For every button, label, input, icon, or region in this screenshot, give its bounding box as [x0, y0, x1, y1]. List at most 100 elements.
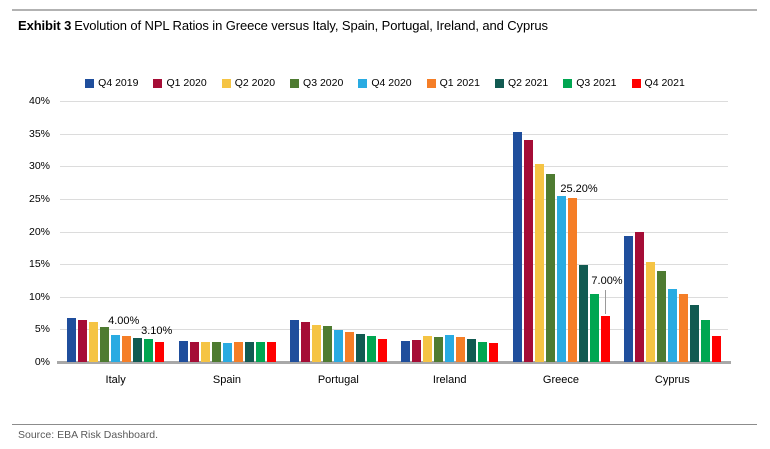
- bar: [656, 270, 666, 362]
- y-axis-tick: 30%: [28, 160, 50, 173]
- legend-item: Q2 2021: [494, 77, 549, 89]
- legend-swatch: [563, 78, 573, 88]
- x-axis-label: Ireland: [432, 374, 467, 386]
- gridline: [60, 101, 728, 102]
- y-axis-tick: 5%: [34, 323, 50, 336]
- y-axis-tick: 25%: [28, 192, 50, 205]
- bar: [401, 340, 411, 362]
- gridline: [60, 231, 728, 233]
- bar: [377, 338, 387, 362]
- bar: [133, 337, 143, 362]
- legend-swatch: [358, 78, 368, 88]
- legend-label: Q4 2020: [371, 77, 412, 89]
- bar: [700, 319, 710, 362]
- legend-swatch: [631, 78, 641, 88]
- leader-line: [605, 290, 606, 315]
- bar: [578, 265, 588, 362]
- legend-swatch: [494, 78, 504, 88]
- legend-item: Q3 2020: [290, 77, 343, 89]
- bar: [689, 305, 699, 362]
- x-axis-label: Italy: [105, 374, 126, 386]
- x-axis-line: [57, 361, 731, 364]
- bar: [233, 342, 243, 362]
- y-axis-tick: 40%: [28, 95, 50, 107]
- bar: [623, 236, 633, 362]
- legend-swatch: [290, 78, 300, 88]
- data-label: 3.10%: [141, 324, 173, 337]
- bar: [512, 132, 522, 362]
- bar: [333, 330, 343, 362]
- legend-item: Q4 2020: [358, 77, 412, 89]
- legend-item: Q2 2020: [221, 77, 276, 89]
- legend-label: Q2 2021: [507, 77, 549, 89]
- legend-item: Q3 2021: [563, 77, 617, 89]
- bar: [667, 288, 677, 362]
- gridline: [60, 166, 728, 168]
- bar: [456, 337, 466, 362]
- source-note: Source: EBA Risk Dashboard.: [18, 429, 159, 441]
- bar: [355, 333, 365, 362]
- bar: [489, 343, 499, 362]
- legend-swatch: [426, 78, 436, 88]
- bar: [200, 342, 210, 362]
- bar: [589, 293, 599, 362]
- legend-swatch: [153, 78, 163, 88]
- gridline: [60, 329, 728, 331]
- legend-swatch: [85, 78, 95, 88]
- x-axis-label: Cyprus: [654, 374, 690, 386]
- data-label: 25.20%: [560, 182, 598, 195]
- bar: [111, 334, 121, 362]
- legend-label: Q3 2020: [303, 77, 344, 89]
- data-label: 4.00%: [108, 314, 140, 327]
- bar: [178, 341, 188, 362]
- exhibit-label: Exhibit 3: [18, 18, 72, 33]
- bar: [78, 320, 88, 362]
- legend-item: Q1 2020: [153, 77, 207, 89]
- bar: [189, 341, 199, 362]
- bar: [711, 335, 721, 362]
- gridline: [60, 296, 728, 298]
- data-label: 7.00%: [591, 275, 623, 288]
- x-axis-label: Greece: [542, 374, 579, 386]
- exhibit-title-text: Evolution of NPL Ratios in Greece versus…: [74, 18, 548, 33]
- gridline: [60, 133, 728, 135]
- bar: [300, 321, 310, 362]
- bar: [89, 322, 99, 362]
- bar: [412, 339, 422, 362]
- bar: [634, 231, 644, 362]
- y-axis-tick: 35%: [28, 127, 50, 140]
- y-axis-tick: 10%: [28, 290, 50, 303]
- bar: [678, 293, 688, 362]
- top-divider: [12, 9, 757, 11]
- legend-label: Q4 2021: [644, 77, 685, 89]
- legend-item: Q4 2021: [631, 77, 685, 89]
- bar: [434, 336, 444, 362]
- bar: [423, 335, 433, 362]
- legend-label: Q1 2021: [439, 77, 480, 89]
- bar: [255, 342, 265, 362]
- bar: [478, 341, 488, 362]
- bar: [322, 326, 332, 362]
- bar: [222, 343, 232, 362]
- gridline: [60, 198, 728, 200]
- bar: [266, 342, 276, 362]
- bar: [366, 335, 376, 362]
- bar: [289, 319, 299, 362]
- legend-label: Q4 2019: [98, 77, 139, 89]
- y-axis-tick: 0%: [34, 356, 50, 368]
- chart-legend: Q4 2019 Q1 2020 Q2 2020 Q3 2020 Q4 2020 Q1 20…: [0, 77, 770, 89]
- bar: [467, 339, 477, 362]
- bar: [545, 174, 555, 362]
- bar: [600, 316, 610, 362]
- bar: [144, 338, 154, 362]
- bar: [244, 342, 254, 362]
- bar: [523, 140, 533, 362]
- legend-swatch: [221, 78, 231, 88]
- legend-label: Q1 2020: [166, 77, 207, 89]
- x-axis-label: Spain: [212, 374, 242, 386]
- y-axis-tick: 20%: [28, 225, 50, 238]
- bar: [67, 318, 77, 362]
- legend-label: Q2 2020: [234, 77, 276, 89]
